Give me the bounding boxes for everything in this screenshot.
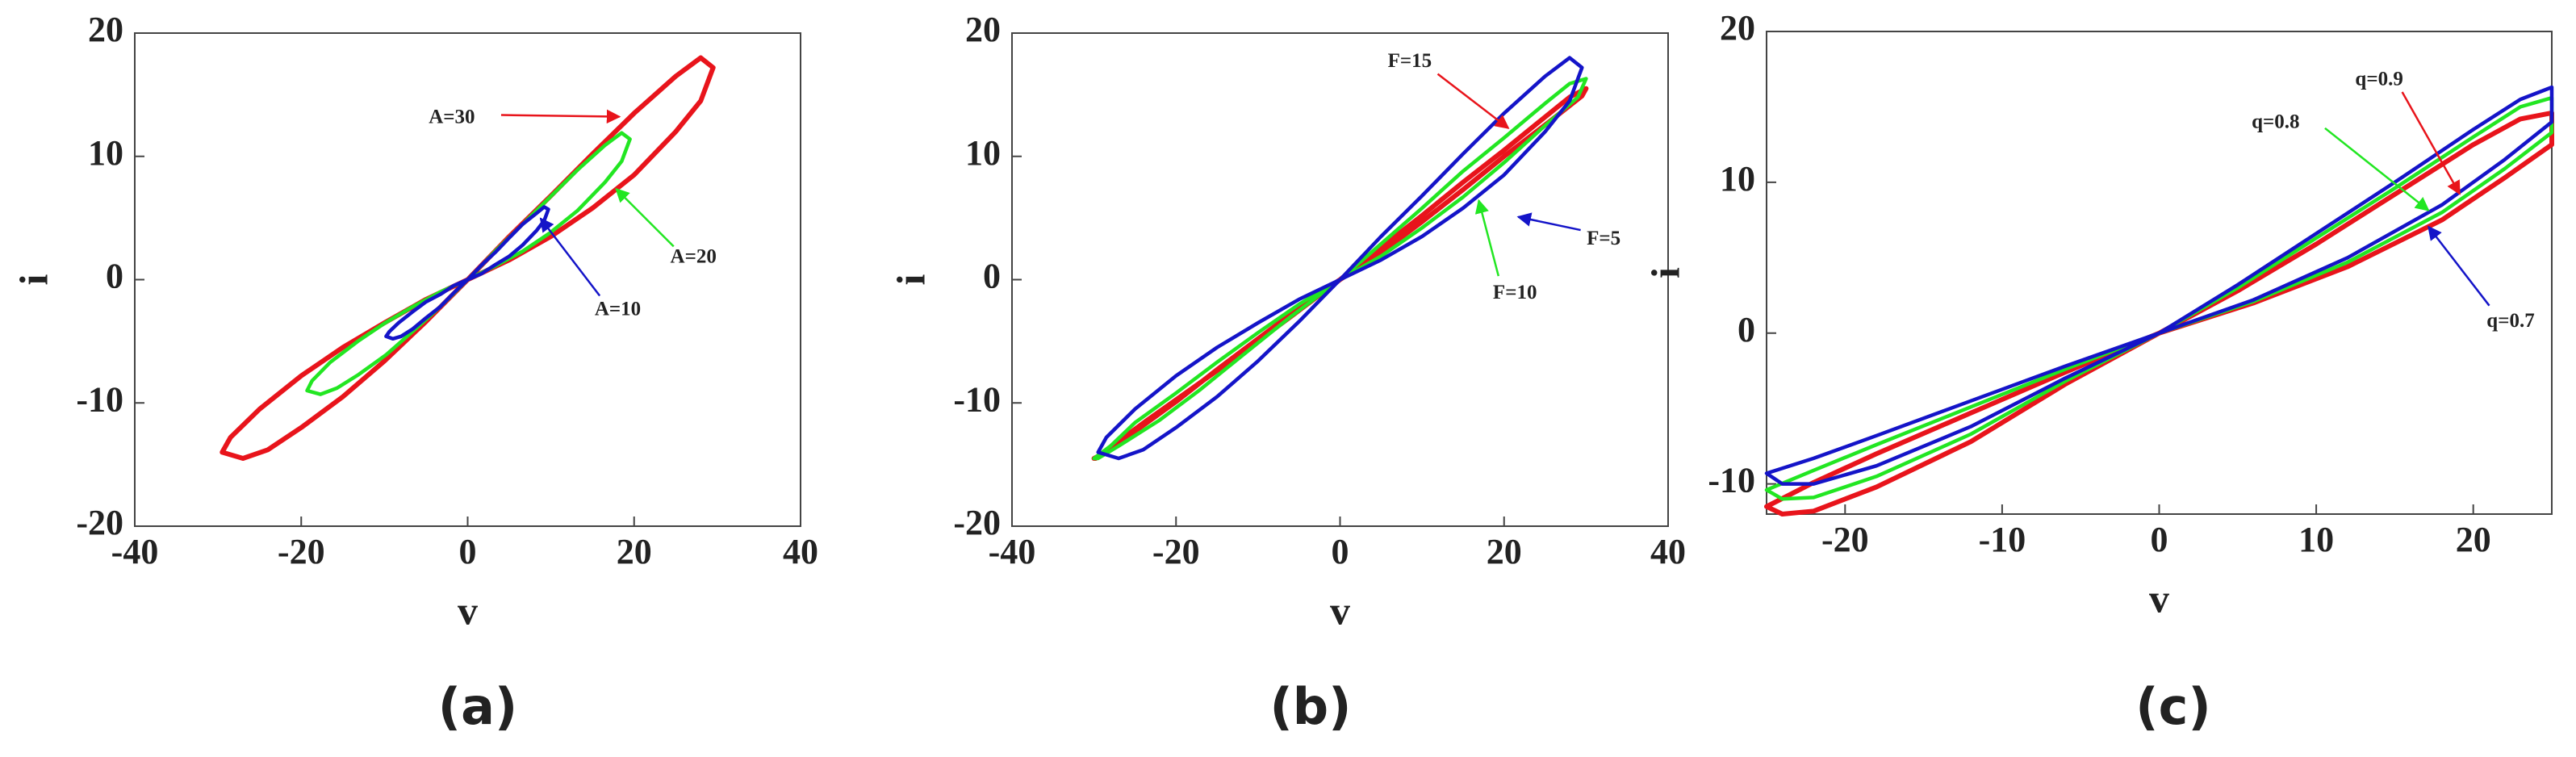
x-tick-label: -20 <box>278 532 325 571</box>
x-tick-label: 20 <box>1487 532 1522 571</box>
annotation: A=10 <box>595 299 641 320</box>
annotation-arrow <box>2401 91 2461 195</box>
y-axis-label: i <box>1642 267 1687 278</box>
y-tick-label: 20 <box>1720 8 1755 48</box>
annotation: A=20 <box>671 245 717 267</box>
loop-line <box>1764 110 2554 517</box>
loop-line <box>305 131 632 396</box>
x-tick-label: 40 <box>1650 532 1686 571</box>
panel-label: (a) <box>438 677 518 736</box>
x-tick-label: -10 <box>1979 520 2026 559</box>
annotation-arrow <box>615 187 675 248</box>
annotation-arrow <box>1474 199 1500 277</box>
annotation-arrow <box>500 109 621 124</box>
x-tick-label: -20 <box>1821 520 1869 559</box>
panel-label: (b) <box>1269 677 1351 736</box>
loop-line <box>1764 85 2554 486</box>
x-tick-label: -40 <box>111 532 159 571</box>
loop-line <box>1091 86 1589 461</box>
x-axis-label: v <box>458 588 478 633</box>
y-tick-label: -10 <box>953 379 1001 419</box>
x-axis-label: v <box>1330 588 1350 633</box>
annotation-arrow <box>1516 212 1581 232</box>
y-tick-label: 20 <box>88 10 123 49</box>
y-tick-label: 10 <box>965 133 1001 173</box>
annotation: q=0.9 <box>2355 68 2402 90</box>
panel-label: (c) <box>2135 677 2210 736</box>
y-tick-label: 20 <box>965 10 1001 49</box>
annotation-arrow <box>2428 225 2490 307</box>
y-tick-label: -10 <box>76 379 123 419</box>
annotation: F=10 <box>1493 282 1537 303</box>
annotation: q=0.8 <box>2252 111 2299 132</box>
y-tick-label: 10 <box>88 133 123 173</box>
x-axis-label: v <box>2149 575 2169 621</box>
x-tick-label: 10 <box>2298 520 2334 559</box>
x-tick-label: 20 <box>2456 520 2491 559</box>
loop-line <box>1092 77 1588 461</box>
y-tick-label: 0 <box>1738 310 1755 349</box>
y-tick-label: -20 <box>76 503 123 542</box>
y-axis-label: i <box>888 274 933 285</box>
y-tick-label: 0 <box>106 257 123 296</box>
loop-line <box>384 205 550 341</box>
annotation: A=30 <box>429 106 475 128</box>
y-tick-label: 10 <box>1720 159 1755 199</box>
annotation: q=0.7 <box>2486 310 2534 332</box>
y-tick-label: -10 <box>1708 461 1755 500</box>
y-tick-label: -20 <box>953 503 1001 542</box>
annotation-arrow <box>539 217 601 297</box>
x-tick-label: -40 <box>989 532 1036 571</box>
y-axis-label: i <box>10 274 56 285</box>
annotation: F=5 <box>1587 228 1620 249</box>
x-tick-label: 0 <box>1332 532 1349 571</box>
x-tick-label: 0 <box>459 532 477 571</box>
x-tick-label: 20 <box>617 532 652 571</box>
y-tick-label: 0 <box>983 257 1001 296</box>
x-tick-label: 40 <box>783 532 818 571</box>
annotation-arrow <box>1436 73 1510 129</box>
x-tick-label: 0 <box>2151 520 2168 559</box>
x-tick-label: -20 <box>1152 532 1200 571</box>
annotation-arrow <box>2324 127 2430 211</box>
loop-line <box>1096 56 1584 461</box>
annotation: F=15 <box>1388 50 1432 72</box>
